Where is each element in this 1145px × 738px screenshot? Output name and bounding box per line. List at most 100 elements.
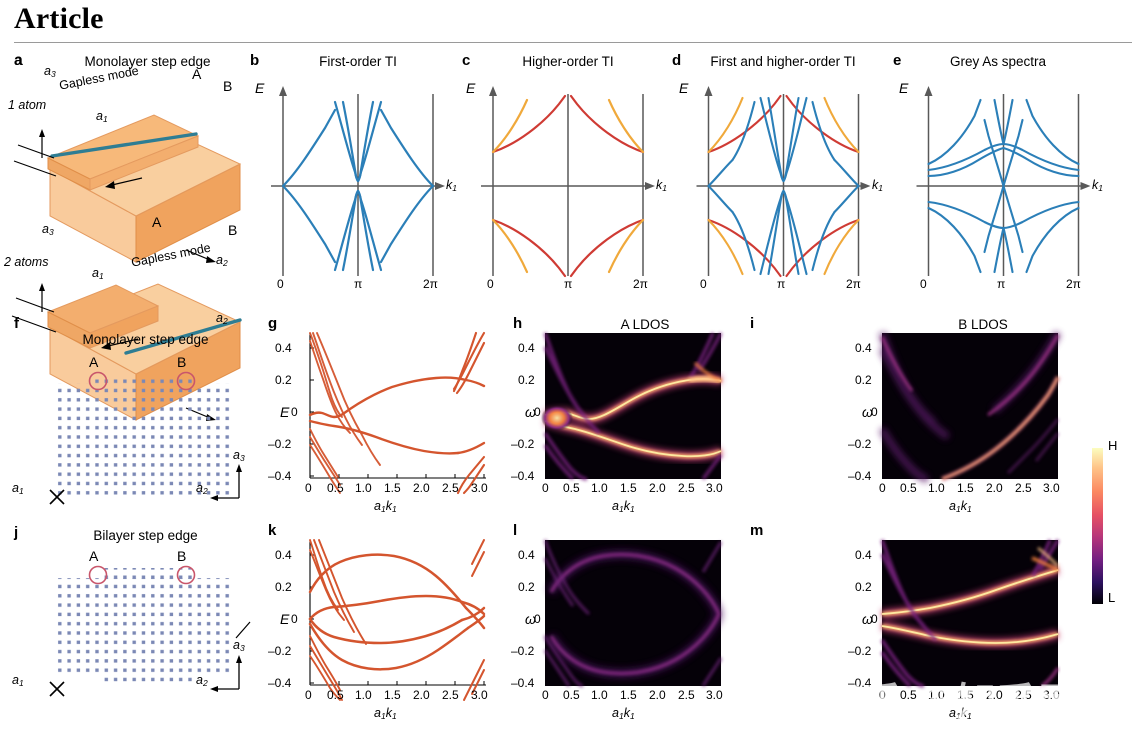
- colorbar-low-label: L: [1108, 590, 1116, 605]
- panel-m-ytick-0.2: 0.2: [855, 580, 872, 594]
- panel-m-xtick-3.0: 3.0: [1043, 688, 1060, 702]
- panel-d-xtick-pi: π: [777, 277, 786, 291]
- panel-k-ytick-m0.2: –0.2: [268, 644, 292, 658]
- panel-g-ytick-0: 0: [291, 405, 298, 419]
- panel-h-xtick-2.5: 2.5: [678, 481, 695, 495]
- panel-g-xtick-3.0: 3.0: [471, 481, 488, 495]
- panel-i-title: B LDOS: [958, 317, 1008, 332]
- panel-l-ytick-m0.4: –0.4: [511, 676, 535, 690]
- panel-e-xlabel: k1: [1092, 178, 1103, 193]
- panel-i-ytick-0.2: 0.2: [855, 373, 872, 387]
- panel-j-site-a-label: A: [89, 548, 99, 564]
- panel-k-xtick-1.5: 1.5: [384, 688, 401, 702]
- panel-b-ylabel: E: [255, 80, 265, 96]
- panel-m-xtick-0: 0: [879, 688, 886, 702]
- panel-d-plot: [678, 76, 883, 286]
- panel-h-xlabel: a1k1: [612, 499, 635, 514]
- panel-k-xlabel: a1k1: [374, 706, 397, 721]
- panel-b-title: First-order TI: [319, 54, 397, 69]
- site-marker-b: [176, 371, 196, 391]
- panel-k-xtick-0.5: 0.5: [327, 688, 344, 702]
- panel-e-ylabel: E: [899, 80, 909, 96]
- panel-l-xtick-2.0: 2.0: [649, 688, 666, 702]
- monolayer-block: [13, 114, 242, 263]
- panel-f-vector-a3: a3: [233, 448, 245, 463]
- panel-j-title: Bilayer step edge: [93, 528, 198, 543]
- panel-g-xtick-0: 0: [305, 481, 312, 495]
- panel-d-title: First and higher-order TI: [710, 54, 856, 69]
- panel-i-xtick-2.0: 2.0: [986, 481, 1003, 495]
- panel-i-ytick-m0.4: –0.4: [848, 469, 872, 483]
- panel-j-lattice: [10, 546, 260, 706]
- site-marker-a: [88, 565, 108, 585]
- panel-l-xtick-1.5: 1.5: [620, 688, 637, 702]
- panel-c-xtick-2pi: 2π: [633, 277, 648, 291]
- panel-h-ytick-0.2: 0.2: [518, 373, 535, 387]
- panel-i-ytick-0: 0: [871, 405, 878, 419]
- panel-m-ytick-0.4: 0.4: [855, 548, 872, 562]
- panel-l-xtick-0.5: 0.5: [563, 688, 580, 702]
- panel-b-xtick-pi: π: [354, 277, 363, 291]
- panel-l-xlabel: a1k1: [612, 706, 635, 721]
- panel-g-ytick-0.2: 0.2: [275, 373, 292, 387]
- panel-g-xtick-2.0: 2.0: [413, 481, 430, 495]
- panel-c-label: c: [462, 52, 471, 69]
- panel-i-xtick-1.0: 1.0: [928, 481, 945, 495]
- panel-m-xtick-2.0: 2.0: [986, 688, 1003, 702]
- panel-h-heatmap: [541, 332, 724, 481]
- panel-h-xtick-0: 0: [542, 481, 549, 495]
- panel-d-xlabel: k1: [872, 178, 883, 193]
- panel-a-letter: a: [14, 52, 23, 69]
- panel-j-vector-a1: a1: [12, 673, 24, 688]
- panel-l-ytick-0: 0: [534, 612, 541, 626]
- panel-b-xtick-0: 0: [277, 277, 284, 291]
- ldos-colorbar: [1092, 440, 1118, 612]
- panel-k-ytick-0.4: 0.4: [275, 548, 292, 562]
- panel-g-label: g: [268, 315, 278, 332]
- panel-l-xtick-1.0: 1.0: [591, 688, 608, 702]
- panel-k-plot: [300, 539, 490, 701]
- panel-a-vector-a3-bottom: a3: [42, 222, 54, 237]
- panel-h-xtick-0.5: 0.5: [563, 481, 580, 495]
- panel-i-xtick-2.5: 2.5: [1015, 481, 1032, 495]
- panel-i-ylabel: ω: [862, 404, 873, 420]
- panel-l-label: l: [513, 522, 518, 539]
- panel-i-xtick-0.5: 0.5: [900, 481, 917, 495]
- panel-l-ytick-0.2: 0.2: [518, 580, 535, 594]
- panel-i-label: i: [750, 315, 755, 332]
- panel-h-xtick-2.0: 2.0: [649, 481, 666, 495]
- panel-a-thickness-top: 1 atom: [8, 98, 47, 112]
- panel-a-site-b-top: B: [223, 78, 233, 94]
- panel-l-ytick-0.4: 0.4: [518, 548, 535, 562]
- panel-h-xtick-1.0: 1.0: [591, 481, 608, 495]
- panel-h-ytick-0: 0: [534, 405, 541, 419]
- panel-f-site-a-label: A: [89, 354, 99, 370]
- panel-g-ytick-0.4: 0.4: [275, 341, 292, 355]
- panel-h-xtick-1.5: 1.5: [620, 481, 637, 495]
- panel-a-site-b-bottom: B: [228, 222, 238, 238]
- panel-h-xtick-3.0: 3.0: [706, 481, 723, 495]
- panel-k-xtick-2.5: 2.5: [442, 688, 459, 702]
- panel-k-ylabel: E: [280, 611, 290, 627]
- panel-m-heatmap: [880, 539, 1060, 688]
- site-marker-a: [88, 371, 108, 391]
- panel-i-xlabel: a1k1: [949, 499, 972, 514]
- colorbar-high-label: H: [1108, 438, 1118, 453]
- panel-i-ytick-m0.2: –0.2: [848, 437, 872, 451]
- panel-d-label: d: [672, 52, 682, 69]
- panel-j-vector-a2: a2: [196, 673, 208, 688]
- panel-c-ylabel: E: [466, 80, 476, 96]
- panel-b-label: b: [250, 52, 260, 69]
- panel-h-title: A LDOS: [620, 317, 670, 332]
- panel-c-xtick-0: 0: [487, 277, 494, 291]
- panel-d-xtick-2pi: 2π: [846, 277, 861, 291]
- panel-c-xtick-pi: π: [564, 277, 573, 291]
- panel-b-xlabel: k1: [446, 178, 457, 193]
- panel-g-xtick-1.0: 1.0: [355, 481, 372, 495]
- panel-d-xtick-0: 0: [700, 277, 707, 291]
- panel-i-ytick-0.4: 0.4: [855, 341, 872, 355]
- panel-h-label: h: [513, 315, 523, 332]
- panel-m-ytick-0: 0: [871, 612, 878, 626]
- panel-f-title: Monolayer step edge: [82, 332, 209, 347]
- panel-c-title: Higher-order TI: [522, 54, 614, 69]
